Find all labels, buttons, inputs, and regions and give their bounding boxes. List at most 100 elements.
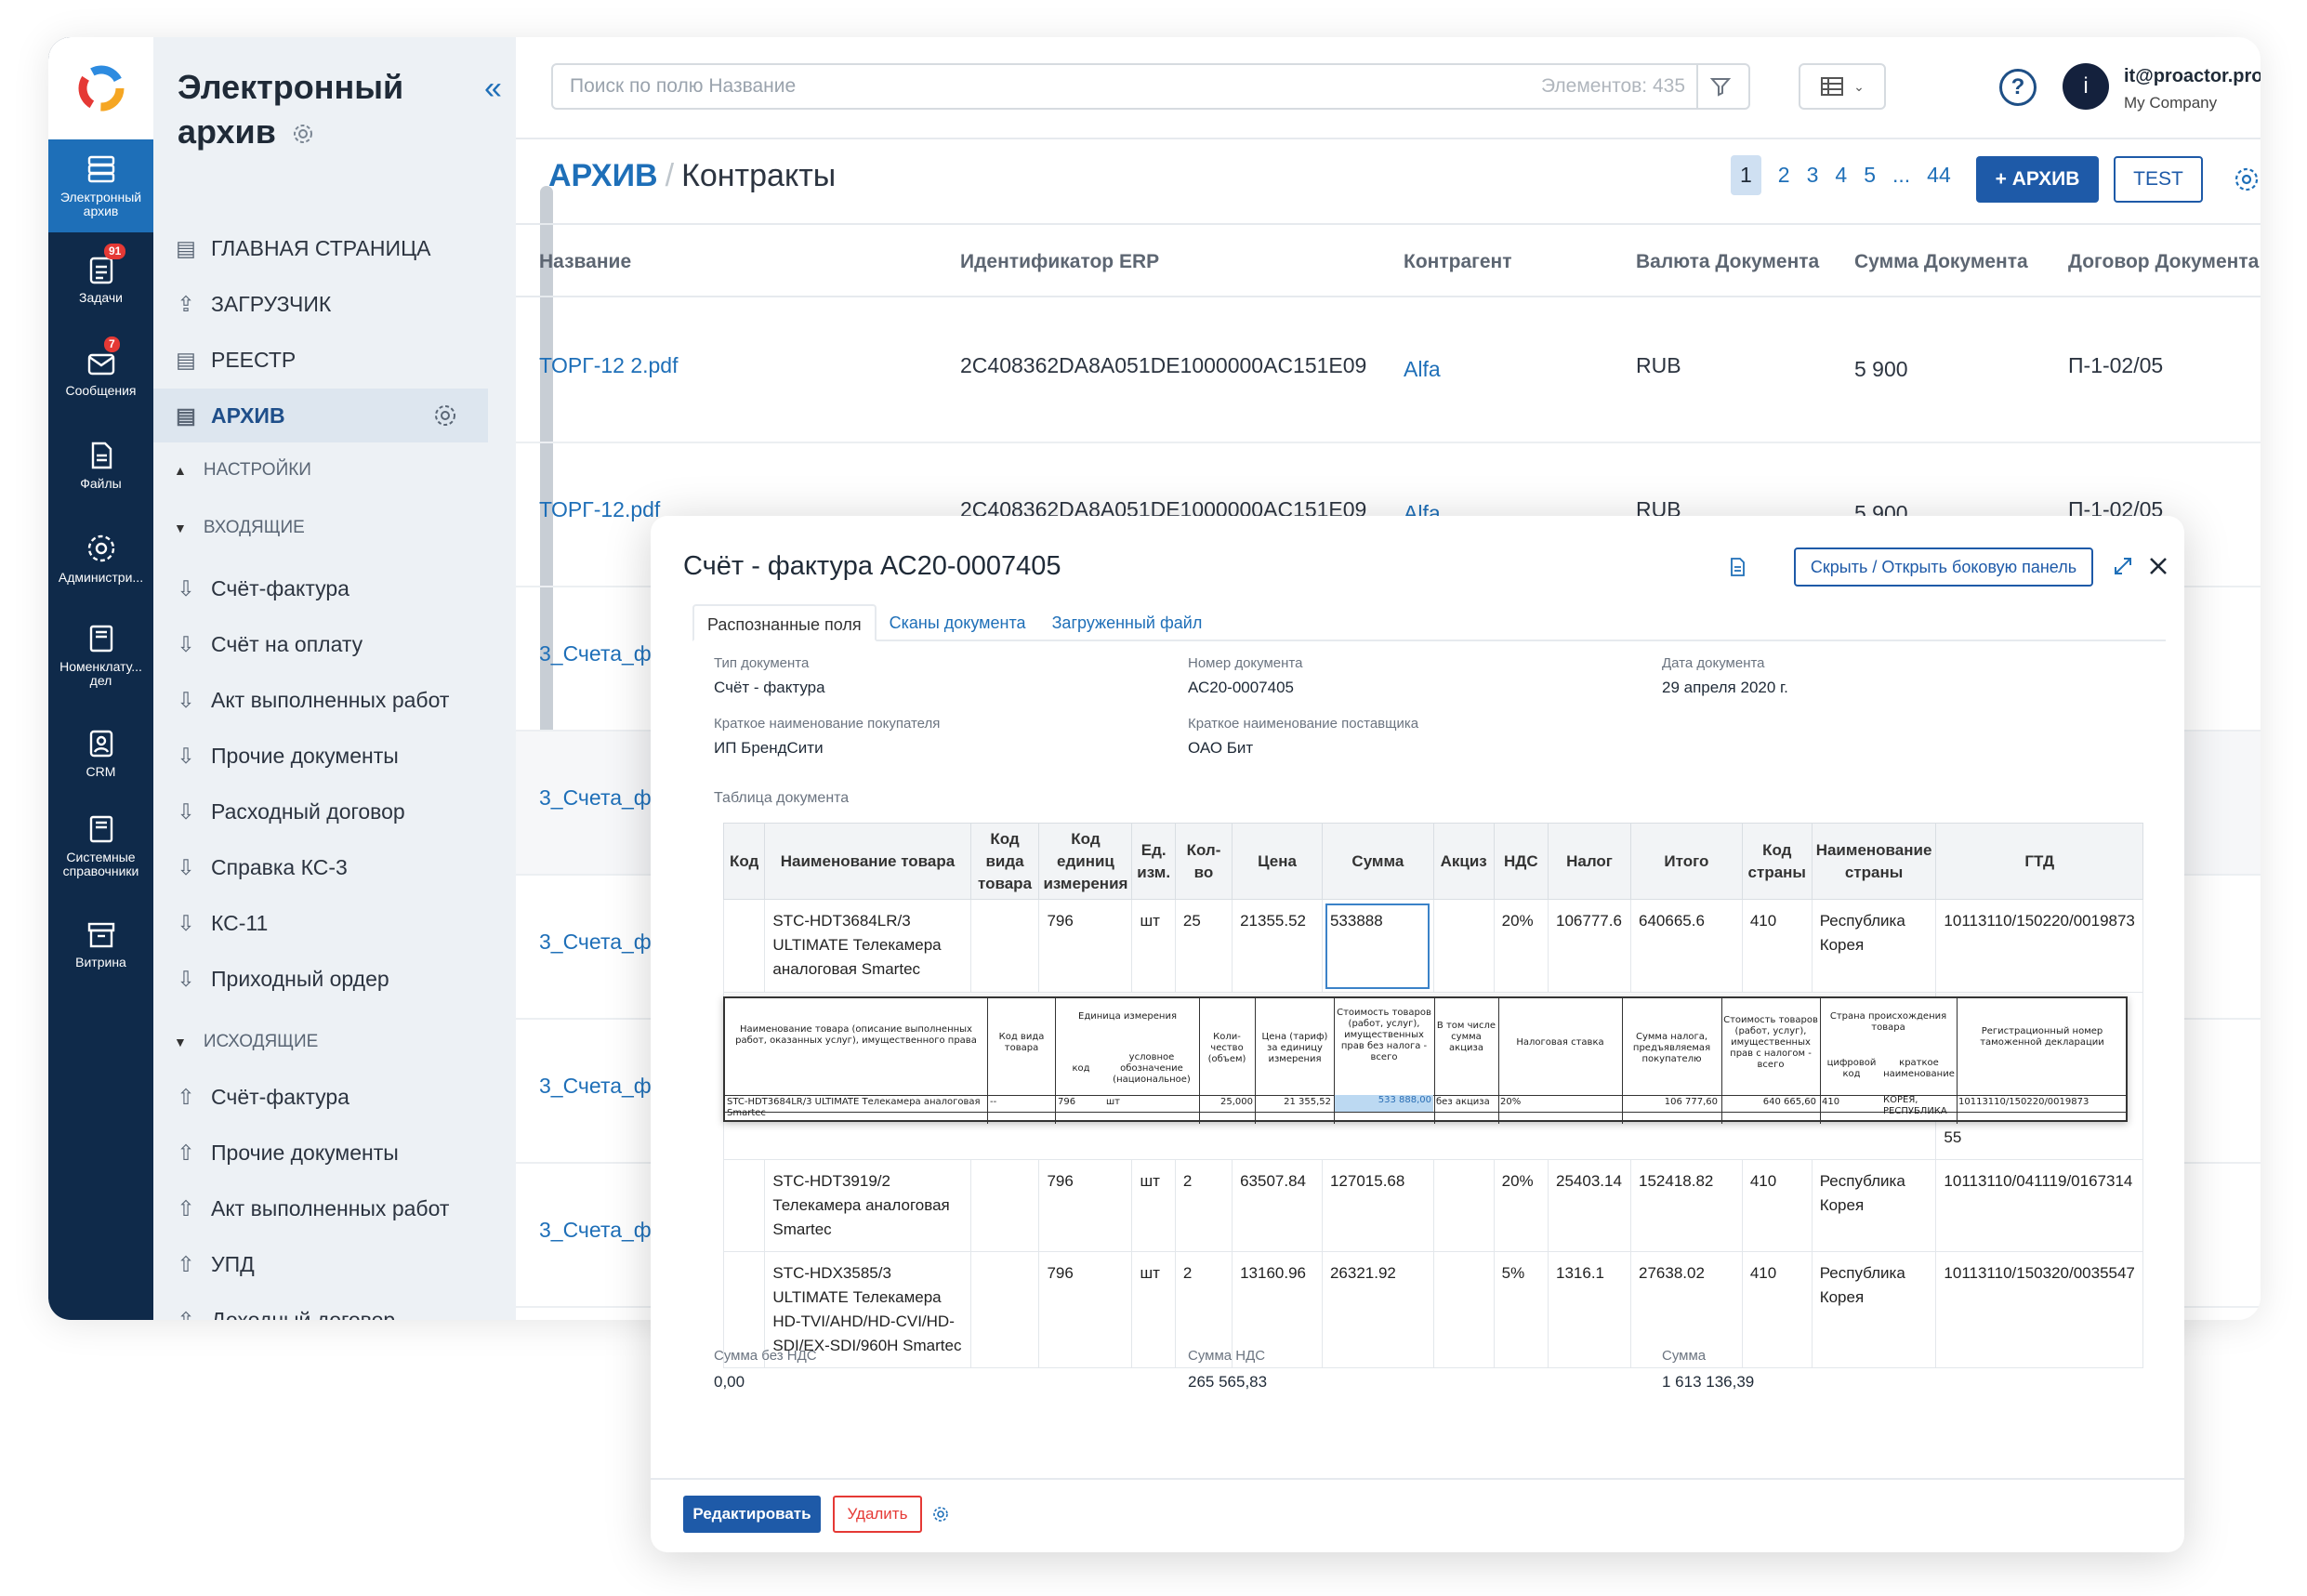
table-row[interactable]: ТОРГ-12 2.pdf 2C408362DA8A051DE1000000AC… [516,299,2261,443]
rail-item-admin[interactable]: Администри... [48,511,153,604]
inbox-icon: ⇩ [177,687,195,712]
sidebar-scrollbar[interactable] [540,186,553,781]
add-archive-button[interactable]: + АРХИВ [1976,156,2099,203]
scan-fragment: Наименование товара (описание выполненны… [723,996,2128,1124]
rail-item-nomenclature[interactable]: Номенклату... дел [48,604,153,706]
breadcrumb-current: Контракты [681,158,837,193]
field-doc-type: Тип документа Счёт - фактура [714,655,825,696]
rail-item-archive[interactable]: Электронный архив [48,139,153,232]
archive-icon [87,155,114,183]
page-link[interactable]: 5 [1864,163,1876,187]
tasks-badge: 91 [104,244,126,259]
sidebar-item-outgoing[interactable]: ⇧ Прочие документы [153,1126,488,1180]
page-link[interactable]: 3 [1806,163,1819,187]
rail-item-showcase[interactable]: Витрина [48,897,153,990]
selected-cell[interactable]: 533888 [1321,899,1434,993]
rail-item-tasks[interactable]: 91 Задачи [48,232,153,325]
user-info[interactable]: it@proactor.pro My Company [2124,66,2261,112]
table-row[interactable]: STC-HDT3684LR/3 ULTIMATE Телекамера анал… [722,899,2143,993]
section-settings[interactable]: ▲ НАСТРОЙКИ [174,460,311,480]
gear-icon[interactable] [2233,165,2261,193]
sidebar-item-registry[interactable]: ▤ РЕЕСТР [153,333,488,387]
inbox-icon: ⇩ [177,743,195,768]
page-link[interactable]: 4 [1835,163,1848,187]
page-link[interactable]: 2 [1777,163,1790,187]
sidebar-item-incoming[interactable]: ⇩ Расходный договор [153,785,488,838]
column-header[interactable]: Название [539,251,632,272]
table-header: Название Идентификатор ERP Контрагент Ва… [516,223,2261,297]
section-incoming[interactable]: ▼ ВХОДЯЩИЕ [174,518,305,537]
sidebar-item-outgoing[interactable]: ⇧ Счёт-фактура [153,1070,488,1124]
caret-down-icon: ▼ [174,1035,187,1049]
sidebar-item-outgoing[interactable]: ⇧ УПД [153,1237,488,1291]
delete-button[interactable]: Удалить [833,1496,922,1533]
avatar[interactable]: i [2063,63,2109,110]
modal-footer-divider [651,1478,2184,1480]
table-label: Таблица документа [714,790,850,806]
app-title: Электронный архив [178,68,404,151]
collapse-sidebar-icon[interactable]: « [484,71,502,106]
sidebar-item-incoming[interactable]: ⇩ Справка КС-3 [153,840,488,894]
rail-item-crm[interactable]: CRM [48,706,153,799]
column-header[interactable]: Идентификатор ERP [960,251,1160,272]
document-icon[interactable] [1727,557,1747,577]
inbox-icon: ⇩ [177,798,195,824]
app-logo [48,37,153,139]
sidebar-item-outgoing[interactable]: ⇧ Доходный договор [153,1293,488,1321]
sum-total: Сумма 1 613 136,39 [1662,1348,1755,1391]
column-header[interactable]: Контрагент [1404,251,1512,272]
sidebar-item-incoming[interactable]: ⇩ Приходный ордер [153,952,488,1006]
column-header[interactable]: Сумма Документа [1854,251,2028,272]
list-icon: ▤ [176,235,196,260]
app-rail: Электронный архив 91 Задачи 7 Сообщения … [48,37,153,1320]
sidebar-item-incoming[interactable]: ⇩ Счёт-фактура [153,561,488,615]
breadcrumb-root[interactable]: АРХИВ [548,158,658,193]
tab-recognized-fields[interactable]: Распознанные поля [692,604,877,641]
sidebar-item-incoming[interactable]: ⇩ Акт выполненных работ [153,673,488,727]
breadcrumb: АРХИВ / Контракты [548,158,837,193]
tab-document-scans[interactable]: Сканы документа [889,613,1026,632]
outbox-icon: ⇧ [177,1140,195,1165]
settings-gear-icon[interactable] [291,122,315,146]
messages-badge: 7 [104,336,120,352]
sidebar-item-home[interactable]: ▤ ГЛАВНАЯ СТРАНИЦА [153,221,488,275]
sidebar-item-incoming[interactable]: ⇩ Счёт на оплату [153,617,488,671]
column-header[interactable]: Валюта Документа [1636,251,1820,272]
expand-icon[interactable] [2112,555,2134,577]
rail-item-references[interactable]: Системные справочники [48,795,153,897]
showcase-icon [87,922,114,947]
rail-item-files[interactable]: Файлы [48,418,153,511]
view-mode-dropdown[interactable]: ⌄ [1799,63,1886,110]
edit-button[interactable]: Редактировать [683,1496,821,1533]
toggle-side-panel-button[interactable]: Скрыть / Открыть боковую панель [1794,547,2093,587]
column-header[interactable]: Договор Документа [2068,251,2260,272]
sidebar-item-outgoing[interactable]: ⇧ Акт выполненных работ [153,1181,488,1235]
table-row[interactable]: STC-HDX3585/3 ULTIMATE Телекамера HD-TVI… [722,1251,2143,1368]
outbox-icon: ⇧ [177,1307,195,1321]
test-button[interactable]: TEST [2114,156,2203,203]
gear-icon[interactable] [432,402,458,429]
sidebar-item-incoming[interactable]: ⇩ Прочие документы [153,729,488,783]
sum-vat: Сумма НДС 265 565,83 [1188,1348,1268,1391]
section-outgoing[interactable]: ▼ ИСХОДЯЩИЕ [174,1032,319,1051]
sidebar-item-incoming[interactable]: ⇩ КС-11 [153,896,488,950]
outbox-icon: ⇧ [177,1251,195,1276]
help-icon[interactable]: ? [1999,69,2037,106]
close-icon[interactable] [2147,555,2169,577]
rail-item-messages[interactable]: 7 Сообщения [65,336,137,398]
list-icon: ▤ [176,347,196,372]
messages-icon [87,353,114,375]
page-link[interactable]: 1 [1731,155,1761,195]
sidebar-item-archive[interactable]: ▤ АРХИВ [153,389,488,442]
search-input[interactable]: Поиск по полю Название Элементов: 435 [551,63,1750,110]
inbox-icon: ⇩ [177,966,195,991]
tab-uploaded-file[interactable]: Загруженный файл [1051,613,1203,632]
tasks-icon [89,257,112,284]
table-row[interactable]: STC-HDT3919/2 Телекамера аналоговая Smar… [722,1159,2143,1252]
filter-icon[interactable] [1696,65,1732,108]
field-doc-date: Дата документа 29 апреля 2020 г. [1662,655,1788,696]
highlighted-scan-value: 533 888,00 [1335,1095,1433,1112]
gear-icon[interactable] [931,1505,950,1523]
sidebar-item-uploader[interactable]: ⇪ ЗАГРУЗЧИК [153,277,488,331]
page-link[interactable]: 44 [1927,163,1951,187]
